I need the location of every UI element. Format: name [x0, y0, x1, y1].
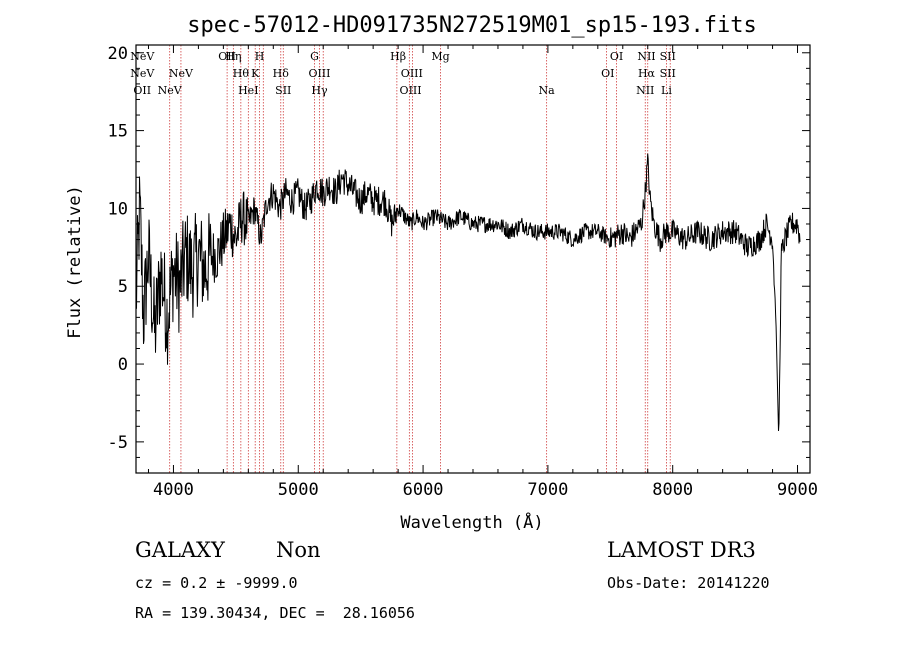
chart-title: spec-57012-HD091735N272519M01_sp15-193.f…	[187, 13, 757, 38]
spectral-line-label: Hγ	[311, 84, 328, 97]
object-class: GALAXY	[135, 538, 225, 562]
y-tick-label: 15	[108, 122, 128, 142]
y-tick-label: 0	[118, 355, 128, 375]
spectral-line-label: HeI	[238, 84, 258, 97]
x-tick-label: 4000	[153, 480, 194, 500]
x-tick-label: 6000	[403, 480, 444, 500]
x-tick-label: 5000	[278, 480, 319, 500]
spectral-line-label: Na	[539, 84, 556, 97]
spectral-line-label: OIII	[400, 84, 422, 97]
spectral-line-label: OII	[133, 84, 151, 97]
spectral-line-label: NeV	[169, 67, 194, 80]
x-axis-label: Wavelength (Å)	[400, 511, 543, 533]
spectral-line-label: Hη	[225, 50, 241, 63]
coordinates: RA = 139.30434, DEC = 28.16056	[135, 604, 415, 622]
spectral-line-label: OI	[601, 67, 614, 80]
spectral-line-label: Mg	[431, 50, 449, 63]
x-tick-label: 8000	[652, 480, 693, 500]
object-subclass: Non	[276, 538, 321, 562]
y-tick-label: 5	[118, 277, 128, 297]
redshift-cz: cz = 0.2 ± -9999.0	[135, 574, 298, 592]
spectral-line-label: SII	[660, 67, 676, 80]
y-axis-label: Flux (relative)	[65, 185, 85, 339]
x-tick-label: 9000	[777, 480, 818, 500]
spectral-line-label: H	[255, 50, 265, 63]
y-tick-label: 10	[108, 199, 128, 219]
spectral-line-label: NII	[636, 84, 654, 97]
spectral-line-label: SII	[660, 50, 676, 63]
spectral-line-label: Hθ	[233, 67, 250, 80]
spectral-line-label: Li	[661, 84, 672, 97]
spectral-line-label: Hβ	[390, 50, 406, 63]
spectral-line-label: OI	[610, 50, 623, 63]
spectral-line-label: Hδ	[273, 67, 290, 80]
spectral-line-label: SII	[275, 84, 291, 97]
spectral-line-label: OII	[218, 50, 236, 63]
spectrum-series	[135, 153, 801, 432]
spectral-line-label: Hα	[638, 67, 656, 80]
spectral-line-label: NeV	[130, 67, 155, 80]
survey-name: LAMOST DR3	[607, 538, 756, 562]
x-tick-label: 7000	[527, 480, 568, 500]
y-tick-label: -5	[108, 433, 128, 453]
plot-frame	[135, 44, 811, 474]
x-axis-ticks: 4000 5000 6000 7000 8000 9000	[147, 45, 818, 500]
spectral-line-label: G	[310, 50, 319, 63]
spectral-line-label: K	[251, 67, 260, 80]
spectral-marker-lines	[169, 45, 671, 473]
observation-date: Obs-Date: 20141220	[607, 574, 770, 592]
spectral-line-label: NII	[637, 50, 655, 63]
spectral-line-label: OIII	[308, 67, 330, 80]
spectral-line-label: NeV	[130, 50, 155, 63]
spectral-line-label: NeV	[158, 84, 183, 97]
spectral-line-label: OIII	[401, 67, 423, 80]
y-tick-label: 20	[108, 44, 128, 64]
y-axis-ticks: -5 0 5 10 15 20	[108, 44, 810, 458]
